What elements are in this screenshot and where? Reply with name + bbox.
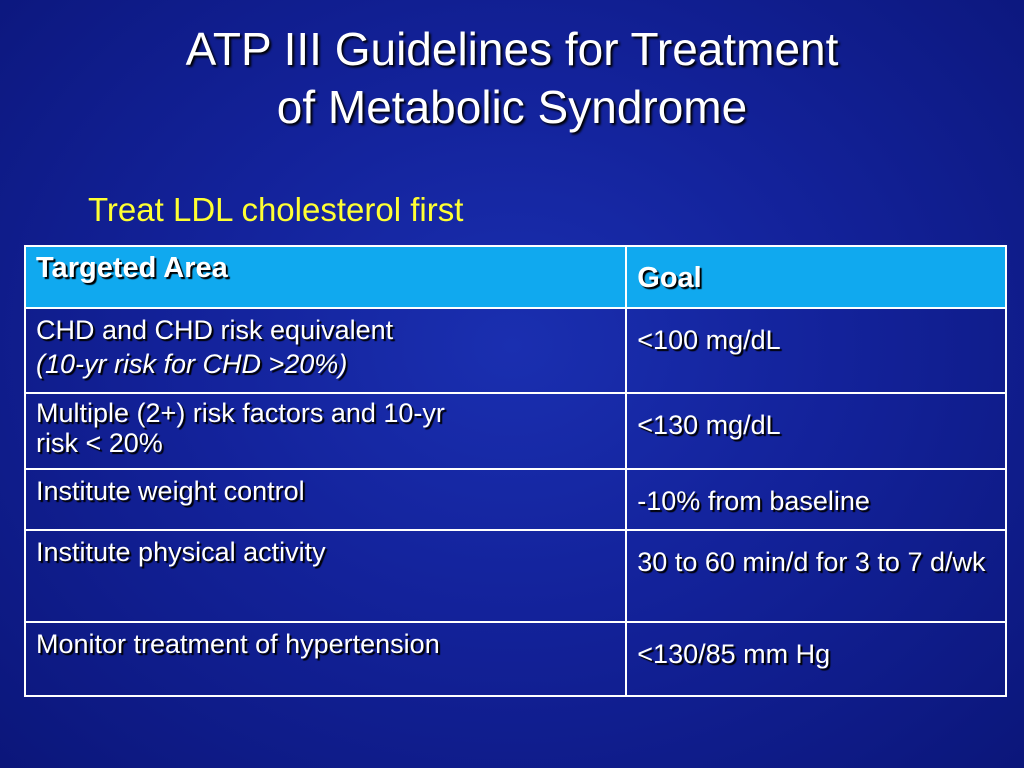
targeted-area-cell: Institute physical activity <box>23 529 628 623</box>
table-row: Institute physical activity 30 to 60 min… <box>23 529 1007 623</box>
header-targeted-area: Targeted Area <box>23 245 628 309</box>
goal-cell: <130/85 mm Hg <box>625 621 1007 697</box>
area-text-line-2: risk < 20% <box>36 428 163 458</box>
goal-cell: <130 mg/dL <box>625 392 1007 470</box>
table-row: Monitor treatment of hypertension <130/8… <box>23 621 1007 697</box>
goal-cell: 30 to 60 min/d for 3 to 7 d/wk <box>625 529 1007 623</box>
area-text: CHD and CHD risk equivalent <box>36 315 394 345</box>
targeted-area-cell: CHD and CHD risk equivalent (10-yr risk … <box>23 307 628 394</box>
area-text-line-1: Multiple (2+) risk factors and 10-yr <box>36 398 445 428</box>
table-row: Multiple (2+) risk factors and 10-yr ris… <box>23 392 1007 470</box>
goal-cell: <100 mg/dL <box>625 307 1007 394</box>
area-note: (10-yr risk for CHD >20%) <box>36 349 348 379</box>
slide-title: ATP III Guidelines for Treatment of Meta… <box>0 20 1024 136</box>
goal-cell: -10% from baseline <box>625 468 1007 531</box>
targeted-area-cell: Institute weight control <box>23 468 628 531</box>
slide-title-line-1: ATP III Guidelines for Treatment <box>185 23 839 75</box>
targeted-area-cell: Monitor treatment of hypertension <box>23 621 628 697</box>
targeted-area-cell: Multiple (2+) risk factors and 10-yr ris… <box>23 392 628 470</box>
table-row: CHD and CHD risk equivalent (10-yr risk … <box>23 307 1007 394</box>
treatment-goals-table: Targeted Area Goal CHD and CHD risk equi… <box>23 245 1007 697</box>
table-header-row: Targeted Area Goal <box>23 245 1007 309</box>
header-goal: Goal <box>625 245 1007 309</box>
table-row: Institute weight control -10% from basel… <box>23 468 1007 531</box>
slide-subtitle: Treat LDL cholesterol first <box>88 191 464 228</box>
slide-title-line-2: of Metabolic Syndrome <box>276 81 748 133</box>
